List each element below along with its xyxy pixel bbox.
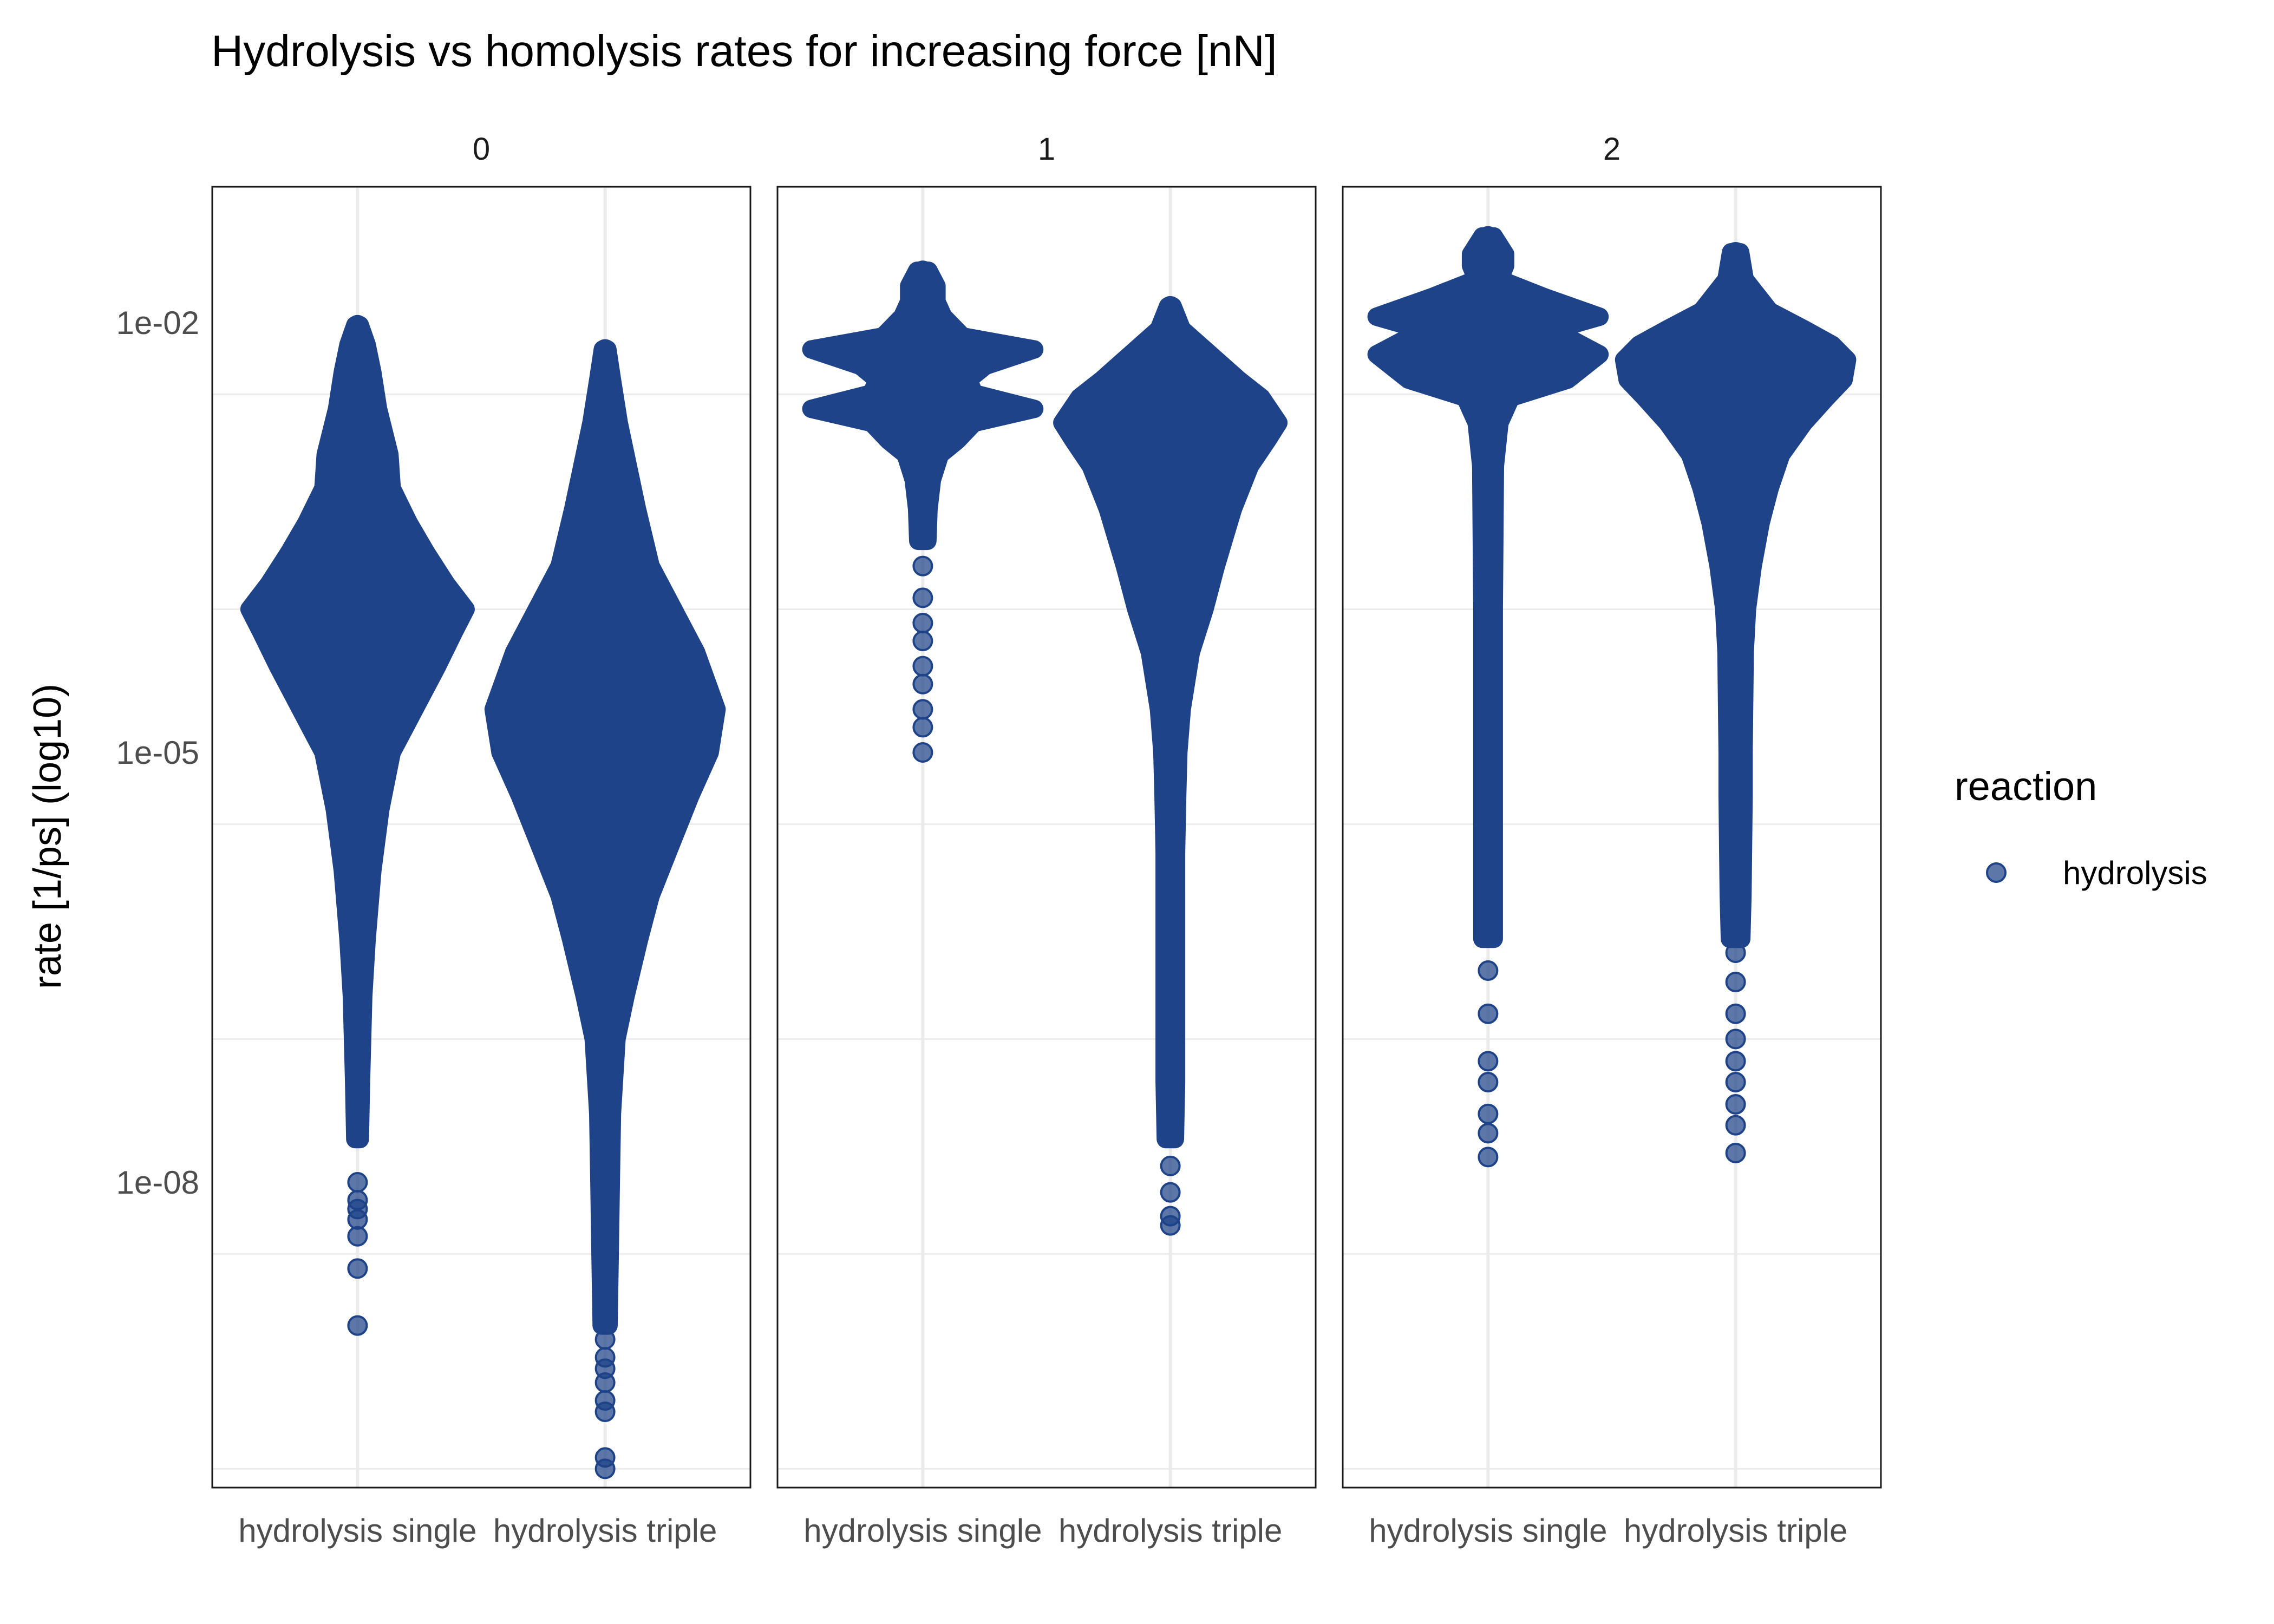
y-tick-labels: 1e-02 1e-05 1e-08 bbox=[116, 305, 199, 1201]
swarm-body bbox=[1053, 297, 1288, 1149]
swarm-body bbox=[1615, 243, 1857, 948]
data-point bbox=[347, 1315, 368, 1336]
data-point bbox=[1478, 1147, 1499, 1168]
y-tick-label: 1e-08 bbox=[116, 1164, 199, 1201]
data-point bbox=[1478, 1123, 1499, 1144]
data-point bbox=[1725, 1051, 1746, 1072]
data-point bbox=[1160, 1155, 1181, 1176]
data-point bbox=[912, 260, 933, 281]
data-point bbox=[912, 587, 933, 608]
data-point bbox=[912, 699, 933, 720]
data-point bbox=[1478, 1003, 1499, 1024]
x-tick-label: hydrolysis triple bbox=[1624, 1512, 1847, 1549]
data-point bbox=[1725, 1094, 1746, 1115]
swarm-hydrolysis-single bbox=[802, 260, 1044, 763]
x-tick-label: hydrolysis triple bbox=[493, 1512, 717, 1549]
data-point bbox=[347, 1258, 368, 1279]
x-tick-label: hydrolysis triple bbox=[1058, 1512, 1282, 1549]
swarm-hydrolysis-triple bbox=[1053, 296, 1288, 1236]
data-point bbox=[1725, 1115, 1746, 1136]
data-point bbox=[594, 1372, 616, 1393]
panel-border bbox=[776, 186, 1317, 1489]
data-point bbox=[912, 656, 933, 677]
swarm-body bbox=[484, 340, 726, 1335]
panel-border bbox=[1342, 186, 1882, 1489]
data-point bbox=[1725, 942, 1746, 963]
facet-strip-label: 2 bbox=[1603, 132, 1620, 167]
swarm-hydrolysis-triple bbox=[484, 339, 726, 1479]
facet-strip-label: 1 bbox=[1038, 132, 1055, 167]
legend-label-hydrolysis: hydrolysis bbox=[2063, 855, 2207, 891]
swarm-hydrolysis-single bbox=[1367, 226, 1609, 1168]
data-point bbox=[1725, 1003, 1746, 1024]
facet-panel-0: 0 hydrolysis single hydrolysis triple bbox=[211, 132, 752, 1549]
data-point bbox=[912, 631, 933, 652]
data-point bbox=[1478, 1051, 1499, 1072]
data-point bbox=[594, 339, 616, 360]
data-point bbox=[594, 1402, 616, 1423]
chart-title: Hydrolysis vs homolysis rates for increa… bbox=[211, 27, 1277, 76]
legend-title: reaction bbox=[1955, 764, 2097, 809]
data-point bbox=[1478, 960, 1499, 981]
y-axis-label: rate [1/ps] (log10) bbox=[26, 684, 69, 989]
data-point bbox=[1725, 972, 1746, 993]
panel-border bbox=[211, 186, 752, 1489]
data-point bbox=[1160, 1182, 1181, 1203]
data-point bbox=[594, 1329, 616, 1350]
facet-strip-label: 0 bbox=[473, 132, 490, 167]
data-point bbox=[1160, 1215, 1181, 1236]
swarm-body bbox=[802, 261, 1044, 551]
data-point bbox=[1725, 241, 1746, 263]
data-point bbox=[347, 1209, 368, 1230]
facet-panel-1: 1 hydrolysis single hydrolysis triple bbox=[776, 132, 1317, 1549]
y-tick-label: 1e-05 bbox=[116, 735, 199, 771]
data-point bbox=[347, 1172, 368, 1193]
data-point bbox=[347, 315, 368, 336]
x-tick-label: hydrolysis single bbox=[238, 1512, 476, 1549]
y-tick-label: 1e-02 bbox=[116, 305, 199, 341]
data-point bbox=[1160, 296, 1181, 317]
data-point bbox=[1478, 1072, 1499, 1093]
data-point bbox=[912, 673, 933, 695]
data-point bbox=[1478, 1103, 1499, 1124]
legend: reaction hydrolysis bbox=[1955, 764, 2207, 891]
data-point bbox=[912, 717, 933, 738]
data-point bbox=[1725, 1029, 1746, 1050]
facet-panel-2: 2 hydrolysis single hydrolysis triple bbox=[1342, 132, 1882, 1549]
swarm-hydrolysis-single bbox=[240, 315, 475, 1336]
x-tick-label: hydrolysis single bbox=[1369, 1512, 1607, 1549]
data-point bbox=[1725, 1072, 1746, 1093]
data-point bbox=[1725, 1142, 1746, 1163]
swarm-body bbox=[240, 316, 475, 1149]
data-point bbox=[912, 555, 933, 577]
swarm-hydrolysis-triple bbox=[1615, 241, 1857, 1163]
data-point bbox=[912, 742, 933, 763]
legend-key-hydrolysis bbox=[1986, 862, 2007, 883]
data-point bbox=[347, 1226, 368, 1247]
data-point bbox=[594, 1458, 616, 1479]
panels: 0 hydrolysis single hydrolysis triple 1 hydr… bbox=[211, 132, 1882, 1549]
data-point bbox=[912, 612, 933, 633]
data-point bbox=[1478, 226, 1499, 247]
x-tick-label: hydrolysis single bbox=[803, 1512, 1042, 1549]
swarm-body bbox=[1367, 227, 1609, 948]
